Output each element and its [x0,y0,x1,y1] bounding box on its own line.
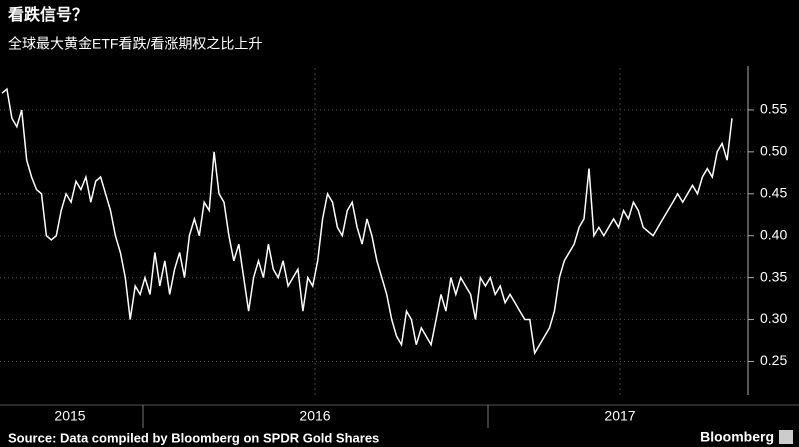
x-tick-label: 2015 [54,408,85,424]
source: Source: Data compiled by Bloomberg on SP… [8,430,379,445]
x-tick-label: 2017 [604,408,635,424]
x-tick-label: 2016 [299,408,330,424]
y-tick-label: 0.55 [760,101,787,117]
logo: Bloomberg [700,429,774,445]
y-tick-label: 0.50 [760,143,787,159]
chart-title: 看跌信号？ [7,5,88,24]
y-tick-label: 0.45 [760,184,787,200]
y-tick-label: 0.30 [760,310,787,326]
data-line [1,87,733,356]
chart-subtitle: 全球最大黄金ETF看跌/看涨期权之比上升 [8,36,262,52]
y-tick-label: 0.25 [760,352,787,368]
y-tick-label: 0.35 [760,268,787,284]
y-tick-label: 0.40 [760,226,787,242]
logo-icon [779,430,793,444]
